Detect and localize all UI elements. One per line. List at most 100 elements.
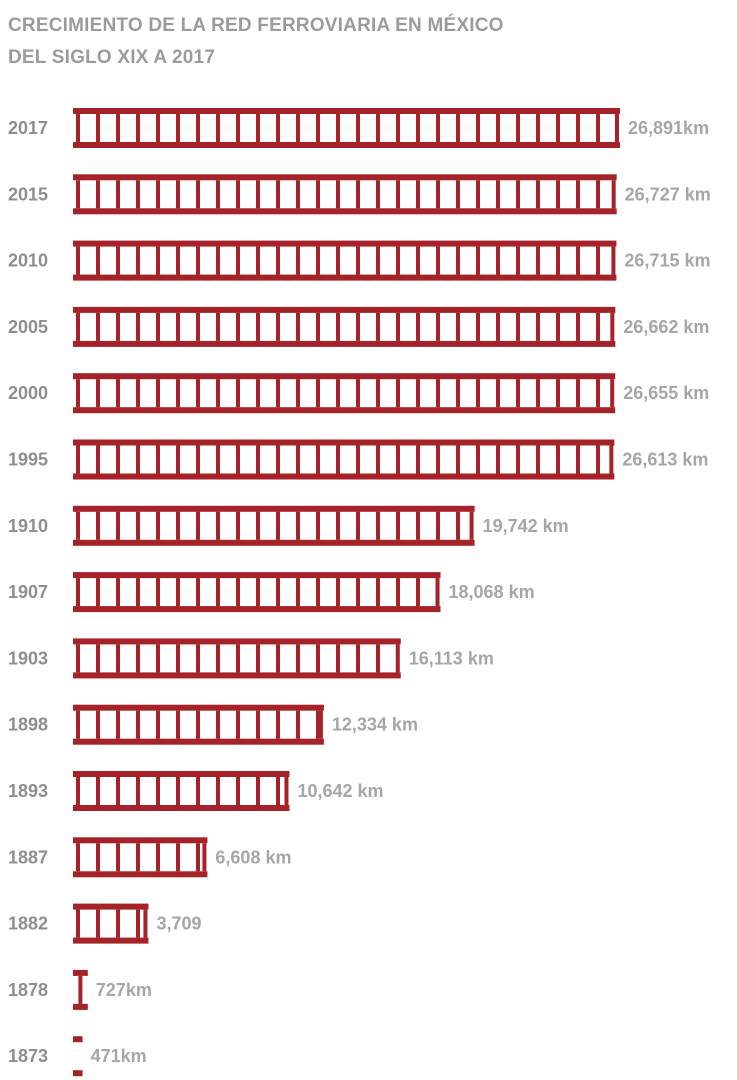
bar-tie [236, 379, 240, 408]
bar-bottom-rail [73, 407, 616, 414]
bar-tie [476, 445, 480, 474]
year-label-2000: 2000 [8, 383, 48, 403]
bar-tie [78, 975, 83, 1004]
bar-top-rail [73, 1036, 83, 1043]
bar-tie [256, 710, 260, 739]
bar-tie [416, 246, 420, 275]
bar-tie [596, 180, 600, 209]
year-label-2005: 2005 [8, 317, 48, 337]
year-label-1873: 1873 [8, 1046, 48, 1066]
bar-tie [316, 312, 320, 341]
bar-tie [156, 180, 160, 209]
bar-tie [416, 445, 420, 474]
bar-tie [376, 578, 380, 607]
bar-tie [136, 180, 140, 209]
bar-tie [196, 777, 200, 805]
bar-tie [396, 578, 400, 607]
bar-tie [116, 710, 120, 739]
year-label-1910: 1910 [8, 516, 48, 536]
bar-top-rail [73, 306, 616, 313]
value-label-2017: 26,891km [628, 118, 709, 138]
bar-2000 [73, 373, 616, 414]
bar-bottom-rail [73, 606, 441, 613]
bar-top-rail [73, 108, 620, 114]
bar-tie [236, 246, 240, 275]
year-label-1887: 1887 [8, 847, 48, 867]
bar-tie [76, 246, 80, 275]
bar-tie [236, 511, 240, 540]
bar-tie [576, 312, 580, 341]
bar-tie [476, 114, 480, 142]
value-label-2010: 26,715 km [624, 251, 710, 271]
bar-tie [156, 114, 160, 142]
bar-tie [356, 246, 360, 275]
bar-tie [236, 312, 240, 341]
bar-tie [216, 180, 220, 209]
bar-tie [536, 246, 540, 275]
bar-tie [196, 511, 200, 540]
bar-tie [316, 114, 320, 142]
year-label-1995: 1995 [8, 450, 48, 470]
bar-tie [356, 312, 360, 341]
bar-tie [296, 312, 300, 341]
bar-tie [316, 180, 320, 209]
bar-tie [256, 379, 260, 408]
bar-tie [116, 777, 120, 805]
value-label-1903: 16,113 km [409, 648, 494, 668]
bar-tie [516, 246, 520, 275]
bar-tie [136, 777, 140, 805]
bar-tie [536, 445, 540, 474]
bar-tie [376, 246, 380, 275]
bar-tie [156, 843, 160, 872]
bar-tie [136, 312, 140, 341]
bar-top-rail [73, 969, 88, 976]
bar-tie [556, 246, 560, 275]
bar-tie [456, 379, 460, 408]
value-label-1887: 6,608 km [215, 847, 291, 867]
bar-tie [136, 644, 140, 673]
bar-tie [76, 511, 80, 540]
bar-tie [356, 578, 360, 607]
bar-tie [236, 578, 240, 607]
bar-tie [416, 312, 420, 341]
bar-tie [216, 710, 220, 739]
bar-tie [610, 312, 615, 341]
bar-tie [216, 511, 220, 540]
value-label-1995: 26,613 km [622, 450, 708, 470]
bar-tie [156, 246, 160, 275]
bar-tie [296, 246, 300, 275]
bar-tie [556, 312, 560, 341]
value-label-1910: 19,742 km [483, 516, 569, 536]
bar-tie [216, 445, 220, 474]
bar-tie [536, 312, 540, 341]
bar-tie [496, 246, 500, 275]
value-label-1898: 12,334 km [332, 715, 418, 735]
bar-tie [136, 379, 140, 408]
value-label-1878: 727km [96, 980, 152, 1000]
bar-tie [116, 246, 120, 275]
bar-tie [316, 644, 320, 673]
bar-tie [76, 578, 80, 607]
bar-tie [76, 180, 80, 209]
bar-tie [116, 312, 120, 341]
bar-tie [116, 843, 120, 872]
bar-tie [576, 180, 580, 209]
bar-tie [336, 114, 340, 142]
bar-tie [316, 379, 320, 408]
bar-tie [336, 180, 340, 209]
bar-2017 [73, 108, 620, 148]
bar-tie [96, 114, 100, 142]
bar-tie [136, 246, 140, 275]
bar-tie [336, 644, 340, 673]
bar-2010 [73, 240, 617, 281]
bar-1910 [73, 505, 475, 546]
bar-tie [76, 843, 80, 872]
bar-tie [396, 180, 400, 209]
bar-tie [216, 777, 220, 805]
bar-tie [615, 114, 619, 142]
bar-tie [376, 379, 380, 408]
bar-tie [376, 180, 380, 209]
year-label-1903: 1903 [8, 648, 48, 668]
bar-1878 [73, 969, 88, 1010]
